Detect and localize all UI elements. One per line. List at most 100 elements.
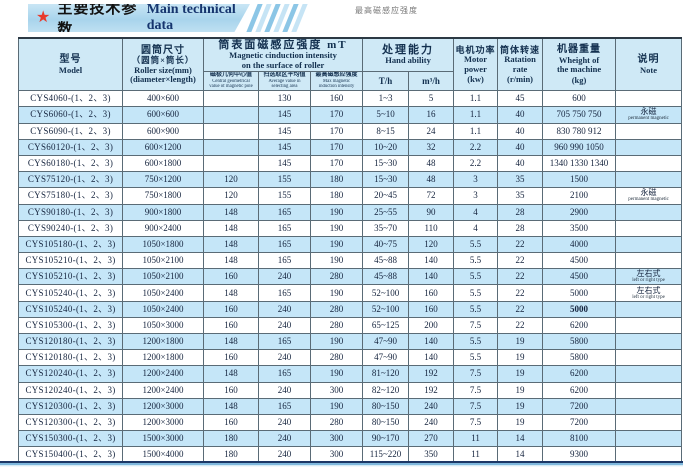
bottom-divider [0, 461, 683, 468]
header-hand-cn: 处理能力 [382, 44, 435, 57]
header-weight-en2: the machine [556, 64, 602, 75]
motor-power-cell: 4 [453, 203, 499, 221]
header-max-value: 最高磁感应强度 Max magnetic induction intensity [309, 70, 364, 92]
table-row: CYS150400-(1、2、3) 1500×4000 180 240 300 115~2… [18, 446, 683, 464]
header-model: 型号 Model [18, 37, 123, 92]
central-value-cell: 148 [203, 284, 259, 302]
central-value-cell: 160 [203, 300, 259, 318]
max-value-cell: 190 [309, 235, 364, 254]
motor-power-cell: 1.1 [453, 122, 499, 140]
average-value-cell: 165 [258, 365, 311, 383]
th-cell: 80~150 [362, 413, 410, 432]
size-cell: 1050×2100 [122, 252, 204, 270]
header-motor-power: 电机功率 Motor power (kw) [453, 37, 499, 92]
note-cell [615, 413, 683, 432]
th-cell: 40~75 [362, 235, 410, 254]
motor-power-cell: 7.5 [453, 316, 499, 335]
motor-power-cell: 1.1 [453, 90, 499, 108]
th-cell: 80~150 [362, 397, 410, 415]
table-row: CYS4060-(1、2、3) 400×600 130 160 1~3 5 1.1 45 600 [18, 90, 683, 108]
header-motor-cn: 电机功率 [455, 44, 496, 55]
th-cell: 52~100 [362, 300, 410, 318]
average-value-cell: 165 [258, 332, 311, 351]
central-value-cell [203, 122, 259, 140]
model-cell: CYS75120-(1、2、3) [18, 171, 123, 189]
header-average-en2: selecting area [271, 84, 298, 90]
m3h-cell: 5 [408, 90, 455, 108]
header-max-cn: 最高磁感应强度 [315, 71, 358, 78]
header-central-en2: value of magnetic pole [209, 84, 253, 90]
motor-power-cell: 2.2 [453, 138, 499, 156]
central-value-cell: 148 [203, 365, 259, 383]
central-value-cell [203, 154, 259, 173]
weight-cell: 7200 [542, 397, 617, 415]
max-value-cell: 190 [309, 397, 364, 415]
motor-power-cell: 2.2 [453, 154, 499, 173]
rotation-rate-cell: 40 [497, 122, 544, 140]
table-header: 型号 Model 圆筒尺寸 （圆筒×筒长） Roller size(mm) (d… [18, 37, 683, 92]
table-row: CYS105210-(1、2、3) 1050×2100 160 240 280 45~88… [18, 268, 683, 286]
average-value-cell: 165 [258, 235, 311, 254]
table-row: CYS75180-(1、2、3) 750×1800 120 155 180 20~45 72… [18, 187, 683, 205]
th-cell: 15~30 [362, 171, 410, 189]
model-cell: CYS120300-(1、2、3) [18, 413, 123, 432]
size-cell: 1050×2400 [122, 284, 204, 302]
motor-power-cell: 5.5 [453, 332, 499, 351]
m3h-cell: 48 [408, 171, 455, 189]
section-title-en: Main technical data [146, 2, 236, 33]
th-cell: 15~30 [362, 154, 410, 173]
model-cell: CYS60180-(1、2、3) [18, 154, 123, 173]
section-title-cn: 主要技术参数 [57, 1, 138, 38]
central-value-cell: 120 [203, 187, 259, 205]
m3h-cell: 48 [408, 154, 455, 173]
th-cell: 45~88 [362, 268, 410, 286]
header-magnetic-en2: on the surface of roller [241, 59, 325, 70]
table-row: CYS120240-(1、2、3) 1200×2400 148 165 190 81~12… [18, 365, 683, 383]
motor-power-cell: 5.5 [453, 252, 499, 270]
technical-data-table: 型号 Model 圆筒尺寸 （圆筒×筒长） Roller size(mm) (d… [18, 37, 683, 464]
m3h-cell: 32 [408, 138, 455, 156]
size-cell: 1050×3000 [122, 316, 204, 335]
average-value-cell: 165 [258, 203, 311, 221]
header-machine-weight: 机器重量 Wheight of the machine (kg) [542, 37, 617, 92]
model-cell: CYS120180-(1、2、3) [18, 349, 123, 367]
central-value-cell: 180 [203, 430, 259, 448]
weight-cell: 8100 [542, 430, 617, 448]
average-value-cell: 155 [258, 171, 311, 189]
th-cell: 10~20 [362, 138, 410, 156]
table-row: CYS90240-(1、2、3) 900×2400 148 165 190 35~70 11… [18, 219, 683, 237]
model-cell: CYS75180-(1、2、3) [18, 187, 123, 205]
weight-cell: 5000 [542, 284, 617, 302]
rotation-rate-cell: 40 [497, 138, 544, 156]
m3h-cell: 140 [408, 268, 455, 286]
table-row: CYS120180-(1、2、3) 1200×1800 148 165 190 47~90… [18, 332, 683, 351]
th-cell: 52~100 [362, 284, 410, 302]
m3h-cell: 240 [408, 413, 455, 432]
header-rate-unit: (r/min) [507, 74, 534, 85]
m3h-cell: 24 [408, 122, 455, 140]
average-value-cell: 165 [258, 219, 311, 237]
note-cell [615, 252, 683, 270]
model-cell: CYS105240-(1、2、3) [18, 300, 123, 318]
rotation-rate-cell: 28 [497, 219, 544, 237]
central-value-cell: 148 [203, 397, 259, 415]
note-cell [615, 397, 683, 415]
motor-power-cell: 1.1 [453, 106, 499, 124]
header-central-cn: 磁极几何中心值 [209, 71, 252, 78]
average-value-cell: 130 [258, 90, 311, 108]
size-cell: 600×900 [122, 122, 204, 140]
size-cell: 900×2400 [122, 219, 204, 237]
weight-cell: 6200 [542, 365, 617, 383]
model-cell: CYS105240-(1、2、3) [18, 284, 123, 302]
header-average-cn: 扫选取区平均值 [263, 71, 306, 78]
model-cell: CYS6090-(1、2、3) [18, 122, 123, 140]
average-value-cell: 145 [258, 138, 311, 156]
m3h-cell: 200 [408, 316, 455, 335]
weight-cell: 5800 [542, 332, 617, 351]
central-value-cell: 160 [203, 316, 259, 335]
model-cell: CYS120300-(1、2、3) [18, 397, 123, 415]
m3h-cell: 16 [408, 106, 455, 124]
rotation-rate-cell: 19 [497, 397, 544, 415]
th-cell: 82~120 [362, 381, 410, 399]
header-note-cn: 说明 [637, 54, 660, 66]
